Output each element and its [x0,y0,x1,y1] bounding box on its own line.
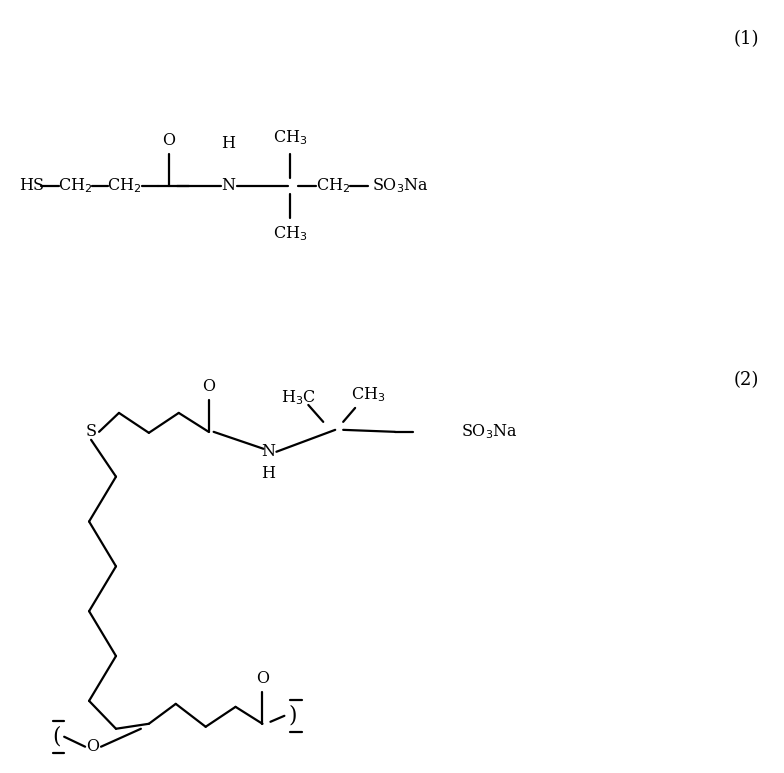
Text: H: H [261,465,275,482]
Text: H: H [222,135,235,152]
Text: O: O [202,379,215,396]
Text: HS: HS [20,177,45,194]
Text: SO$_3$Na: SO$_3$Na [372,176,428,195]
Text: (2): (2) [734,371,760,389]
Text: O: O [256,670,269,687]
Text: S: S [85,424,96,441]
Text: CH$_2$: CH$_2$ [58,176,93,195]
Text: CH$_3$: CH$_3$ [273,224,307,243]
Text: N: N [222,177,235,194]
Text: CH$_2$: CH$_2$ [316,176,350,195]
Text: O: O [162,132,176,149]
Text: SO$_3$Na: SO$_3$Na [461,423,518,441]
Text: H$_3$C: H$_3$C [281,389,316,407]
Text: CH$_3$: CH$_3$ [273,128,307,147]
Text: CH$_2$: CH$_2$ [107,176,141,195]
Text: N: N [261,443,275,460]
Text: ): ) [288,705,296,727]
Text: (: ( [52,726,60,747]
Text: (1): (1) [734,30,760,48]
Text: CH$_3$: CH$_3$ [351,386,385,404]
Text: O: O [86,738,100,755]
